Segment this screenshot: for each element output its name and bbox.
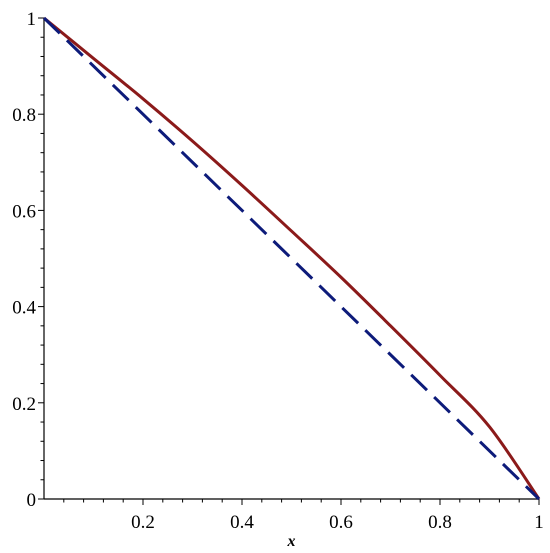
y-tick-label: 0 [27,490,37,511]
y-tick-label: 0.6 [12,201,36,222]
x-tick-label: 1 [534,512,544,533]
solid-series-line [43,16,541,500]
series-group [42,16,541,501]
y-tick-label: 0.2 [12,394,36,415]
x-tick-label: 0.6 [329,512,353,533]
ticks [38,17,540,505]
x-tick-label: 0.4 [230,512,254,533]
y-tick-label: 1 [27,9,37,30]
x-axis-label: x [287,533,296,550]
x-tick-label: 0.8 [428,512,452,533]
y-tick-label: 0.4 [12,298,36,319]
dashed-series-line [42,16,541,501]
y-tick-label: 0.8 [12,105,36,126]
axes [43,18,539,500]
tick-labels: 0.2 0.4 0.6 0.8 1 0 0.2 0.4 0.6 0.8 1 [12,9,544,533]
x-tick-label: 0.2 [131,512,155,533]
